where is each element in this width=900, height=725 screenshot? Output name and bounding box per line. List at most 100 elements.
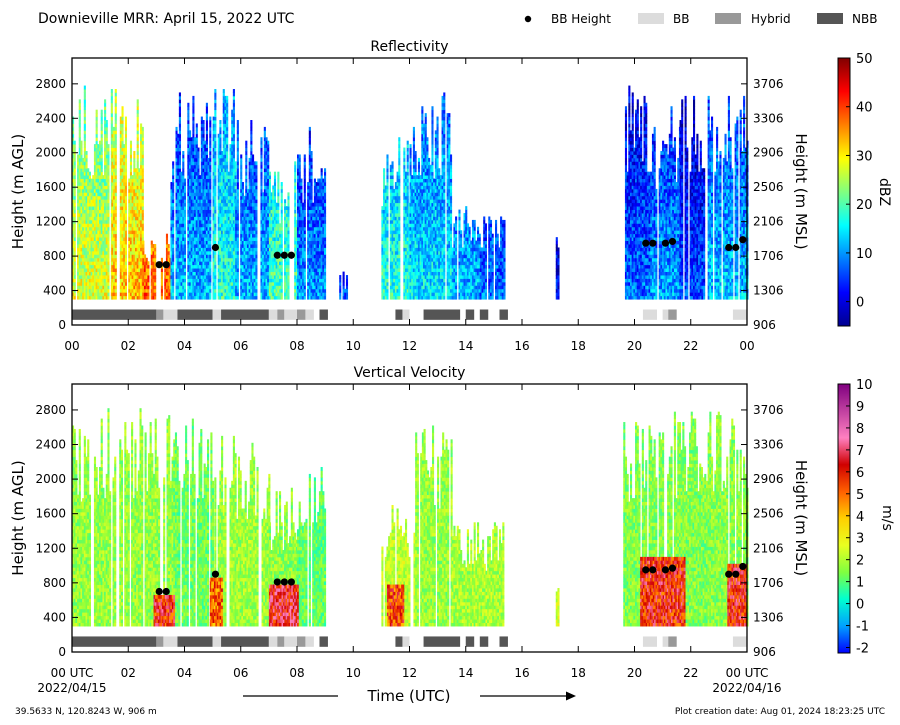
reflectivity-data-cell [189,154,192,159]
reflectivity-data-cell [240,285,243,290]
reflectivity-data-cell [104,192,107,197]
reflectivity-data-cell [227,230,230,235]
reflectivity-data-cell [144,264,147,269]
reflectivity-data-cell [268,244,271,248]
reflectivity-data-cell [142,250,145,255]
reflectivity-data-cell [217,164,220,169]
reflectivity-data-cell [287,285,290,290]
reflectivity-data-cell [182,213,185,217]
reflectivity-data-cell [105,188,108,193]
reflectivity-data-cell [119,285,122,290]
reflectivity-data-cell [140,168,143,173]
reflectivity-data-cell [235,209,238,214]
reflectivity-data-cell [272,195,275,200]
reflectivity-data-cell [226,195,229,200]
reflectivity-data-cell [224,123,227,128]
reflectivity-data-cell [78,261,81,266]
reflectivity-data-cell [245,219,248,224]
reflectivity-data-cell [231,213,234,217]
reflectivity-data-cell [287,275,290,279]
reflectivity-data-cell [217,233,220,238]
reflectivity-data-cell [285,219,288,224]
reflectivity-data-cell [300,216,303,221]
reflectivity-data-cell [123,254,126,259]
reflectivity-data-cell [73,295,76,300]
reflectivity-data-cell [285,209,288,214]
reflectivity-data-cell [235,275,238,279]
reflectivity-data-cell [195,192,198,197]
reflectivity-data-cell [231,113,234,117]
reflectivity-data-cell [92,295,95,300]
reflectivity-data-cell [224,130,227,135]
reflectivity-data-cell [302,250,305,255]
reflectivity-data-cell [80,250,83,255]
reflectivity-data-cell [236,209,239,214]
reflectivity-data-cell [231,240,234,245]
reflectivity-data-cell [219,261,222,266]
reflectivity-data-cell [145,264,148,269]
reflectivity-data-cell [175,213,178,217]
reflectivity-data-cell [83,292,86,297]
reflectivity-data-cell [277,206,280,210]
reflectivity-data-cell [187,147,190,152]
reflectivity-data-cell [119,123,122,128]
reflectivity-data-cell [250,240,253,245]
reflectivity-data-cell [102,250,105,255]
reflectivity-data-cell [235,281,238,286]
reflectivity-data-cell [248,257,251,262]
reflectivity-data-cell [250,123,253,128]
reflectivity-data-cell [202,247,205,252]
reflectivity-data-cell [221,213,224,217]
reflectivity-data-cell [93,175,97,179]
reflectivity-data-cell [195,240,198,245]
reflectivity-data-cell [297,257,300,262]
reflectivity-data-cell [250,261,253,266]
reflectivity-data-cell [124,226,127,231]
reflectivity-data-cell [80,178,83,183]
reflectivity-data-cell [217,192,220,197]
reflectivity-data-cell [209,178,212,183]
reflectivity-data-cell [241,292,244,297]
reflectivity-data-cell [83,213,86,217]
reflectivity-data-cell [87,237,90,241]
reflectivity-data-cell [263,275,266,279]
reflectivity-data-cell [77,237,80,241]
reflectivity-data-cell [226,106,229,111]
reflectivity-data-cell [192,264,195,269]
reflectivity-data-cell [231,195,234,200]
reflectivity-data-cell [119,171,122,176]
reflectivity-data-cell [150,261,153,266]
reflectivity-data-cell [78,188,81,193]
reflectivity-data-cell [140,244,143,248]
reflectivity-data-cell [226,154,229,159]
reflectivity-data-cell [284,295,287,300]
reflectivity-data-cell [205,133,208,138]
reflectivity-data-cell [78,168,81,173]
reflectivity-data-cell [178,188,181,193]
reflectivity-data-cell [265,137,268,142]
reflectivity-data-cell [147,292,150,297]
reflectivity-data-cell [95,195,98,200]
reflectivity-data-cell [209,219,212,224]
reflectivity-data-cell [80,295,83,300]
reflectivity-data-cell [105,126,108,131]
reflectivity-data-cell [270,219,273,224]
reflectivity-data-cell [133,254,136,259]
reflectivity-data-cell [236,199,239,204]
reflectivity-data-cell [245,192,248,197]
reflectivity-data-cell [107,288,110,293]
reflectivity-data-cell [212,223,215,228]
reflectivity-data-cell [268,226,271,231]
reflectivity-data-cell [197,264,200,269]
reflectivity-data-cell [78,209,81,214]
reflectivity-data-cell [214,92,217,97]
reflectivity-data-cell [260,147,263,152]
reflectivity-data-cell [133,216,136,221]
reflectivity-data-cell [121,275,124,279]
reflectivity-data-cell [245,151,248,155]
reflectivity-data-cell [178,233,181,238]
reflectivity-data-cell [273,209,277,214]
reflectivity-data-cell [131,257,134,262]
reflectivity-data-cell [73,247,76,252]
reflectivity-data-cell [90,250,93,255]
